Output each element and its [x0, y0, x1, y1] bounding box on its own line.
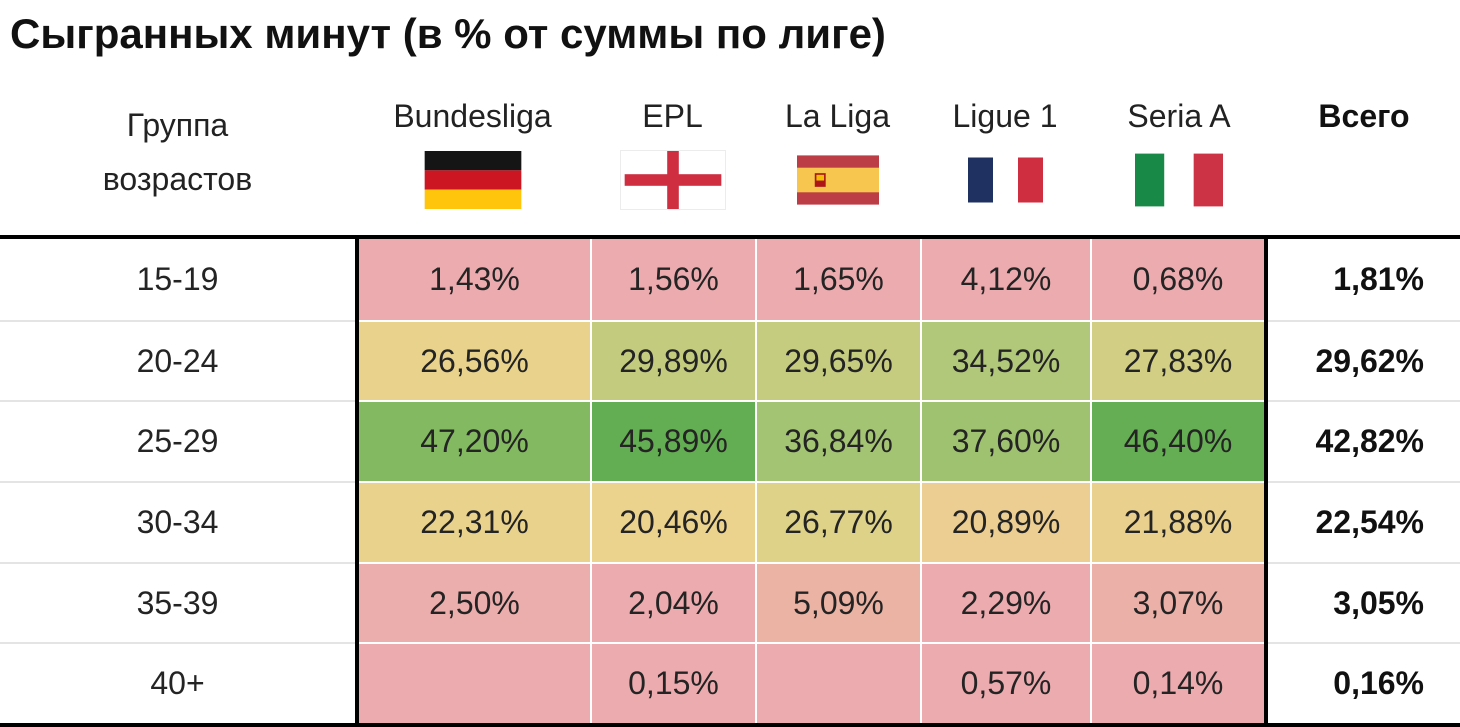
league-header-spain: La Liga — [755, 80, 920, 235]
table-header: Группа возрастов Bundesliga EPL La Liga Lig… — [0, 80, 1460, 235]
total-cell: 0,16% — [1268, 642, 1460, 723]
league-headers: Bundesliga EPL La Liga Ligue 1 Seria A — [355, 80, 1268, 235]
value-cell: 2,29% — [920, 561, 1090, 643]
page-title: Сыгранных минут (в % от суммы по лиге) — [10, 10, 886, 57]
value-cell: 22,31% — [359, 481, 590, 562]
value-cell — [755, 642, 920, 724]
value-cell: 29,65% — [755, 319, 920, 401]
total-cell: 3,05% — [1268, 561, 1460, 643]
age-cell: 20-24 — [0, 319, 355, 401]
table-row: 20-24 26,56% 29,89% 29,65% 34,52% 27,83% 29,62… — [0, 319, 1460, 401]
age-cell: 35-39 — [0, 561, 355, 643]
table-row: 40+ 0,15% 0,57% 0,14% 0,16% — [0, 642, 1460, 724]
total-cell: 1,81% — [1333, 260, 1424, 297]
value-cell: 2,50% — [359, 561, 590, 643]
league-label: La Liga — [785, 98, 890, 134]
value-cell: 0,15% — [590, 642, 755, 724]
total-cell: 22,54% — [1268, 481, 1460, 562]
value-cell: 0,68% — [1090, 239, 1264, 320]
data-area: 15-19 1,43% 1,56% 1,65% 4,12% 0,68% 1,81% 20-24… — [0, 235, 1460, 727]
value-cell: 3,07% — [1090, 561, 1264, 643]
age-cell: 30-34 — [0, 481, 355, 562]
value-cell: 47,20% — [359, 400, 590, 482]
italy-flag-icon — [1135, 151, 1223, 209]
value-cell: 26,56% — [359, 319, 590, 401]
table-row: 15-19 1,43% 1,56% 1,65% 4,12% 0,68% 1,81% — [0, 239, 1460, 320]
age-cell: 25-29 — [0, 400, 355, 481]
value-cell: 0,57% — [920, 642, 1090, 724]
league-header-england: EPL — [590, 80, 755, 235]
heatmap-row: 2,50% 2,04% 5,09% 2,29% 3,07% — [355, 561, 1268, 643]
england-flag-icon — [621, 151, 725, 209]
age-group-header: Группа возрастов — [0, 80, 355, 235]
france-flag-icon — [967, 151, 1043, 209]
spain-flag-icon — [796, 151, 879, 209]
table-row: 25-29 47,20% 45,89% 36,84% 37,60% 46,40% 42,82… — [0, 400, 1460, 482]
age-header-line1: Группа — [126, 107, 229, 143]
germany-flag-icon — [423, 151, 523, 209]
league-label: Seria A — [1127, 98, 1231, 134]
table-row: 30-34 22,31% 20,46% 26,77% 20,89% 21,88% 22,54… — [0, 481, 1460, 562]
total-header: Всего — [1318, 98, 1410, 134]
value-cell: 20,89% — [920, 481, 1090, 562]
value-cell: 4,12% — [920, 239, 1090, 320]
value-cell: 45,89% — [590, 400, 755, 482]
value-cell: 27,83% — [1090, 319, 1264, 401]
league-label: Bundesliga — [393, 98, 552, 134]
heatmap-row: 1,43% 1,56% 1,65% 4,12% 0,68% — [355, 239, 1268, 320]
total-cell: 29,62% — [1268, 319, 1460, 401]
value-cell: 26,77% — [755, 481, 920, 562]
age-header-line2: возрастов — [102, 161, 253, 197]
value-cell: 37,60% — [920, 400, 1090, 482]
value-cell: 20,46% — [590, 481, 755, 562]
value-cell: 34,52% — [920, 319, 1090, 401]
league-header-italy: Seria A — [1090, 80, 1268, 235]
heatmap-row: 26,56% 29,89% 29,65% 34,52% 27,83% — [355, 319, 1268, 401]
value-cell: 1,43% — [359, 239, 590, 320]
value-cell: 46,40% — [1090, 400, 1264, 482]
total-cell: 42,82% — [1268, 400, 1460, 481]
value-cell: 36,84% — [755, 400, 920, 482]
value-cell: 29,89% — [590, 319, 755, 401]
heatmap-row: 22,31% 20,46% 26,77% 20,89% 21,88% — [355, 481, 1268, 562]
league-label: Ligue 1 — [952, 98, 1058, 134]
table-row: 35-39 2,50% 2,04% 5,09% 2,29% 3,07% 3,05% — [0, 561, 1460, 643]
value-cell: 5,09% — [755, 561, 920, 643]
value-cell: 2,04% — [590, 561, 755, 643]
value-cell: 1,65% — [755, 239, 920, 320]
value-cell: 1,56% — [590, 239, 755, 320]
heatmap-row: 0,15% 0,57% 0,14% — [355, 642, 1268, 724]
value-cell: 0,14% — [1090, 642, 1264, 724]
league-label: EPL — [642, 98, 703, 134]
age-cell: 40+ — [0, 642, 355, 723]
league-header-germany: Bundesliga — [355, 80, 590, 235]
value-cell — [359, 642, 590, 724]
value-cell: 21,88% — [1090, 481, 1264, 562]
age-cell: 15-19 — [136, 260, 219, 297]
heatmap-row: 47,20% 45,89% 36,84% 37,60% 46,40% — [355, 400, 1268, 482]
league-header-france: Ligue 1 — [920, 80, 1090, 235]
